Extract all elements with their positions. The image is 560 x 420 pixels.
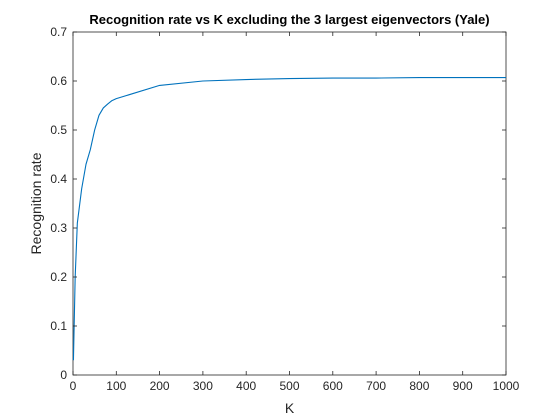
plot-area (72, 31, 507, 376)
x-tick-label: 500 (279, 379, 299, 393)
x-tick-label: 800 (409, 379, 429, 393)
ticks-layer: 0 100 200 300 400 500 600 700 800 900 1000 0 0.1 0.2 0… (50, 25, 519, 393)
x-tick-label: 100 (106, 379, 126, 393)
x-tick-label: 700 (366, 379, 386, 393)
y-tick-label: 0.5 (50, 123, 67, 137)
chart-title: Recognition rate vs K excluding the 3 la… (89, 12, 489, 27)
x-tick-label: 1000 (493, 379, 520, 393)
x-tick-label: 900 (453, 379, 473, 393)
x-tick-label: 600 (323, 379, 343, 393)
x-axis-label: K (285, 400, 295, 416)
x-tick-label: 200 (150, 379, 170, 393)
y-tick-label: 0.1 (50, 319, 67, 333)
x-tick-label: 0 (70, 379, 77, 393)
y-axis-label: Recognition rate (28, 152, 44, 254)
y-tick-label: 0.3 (50, 221, 67, 235)
y-tick-label: 0 (60, 368, 67, 382)
y-tick-label: 0.7 (50, 25, 67, 39)
x-tick-label: 300 (193, 379, 213, 393)
y-tick-label: 0.6 (50, 74, 67, 88)
series-line (72, 77, 506, 361)
series-layer (72, 77, 506, 361)
y-tick-label: 0.4 (50, 172, 67, 186)
x-tick-label: 400 (236, 379, 256, 393)
y-tick-label: 0.2 (50, 270, 67, 284)
